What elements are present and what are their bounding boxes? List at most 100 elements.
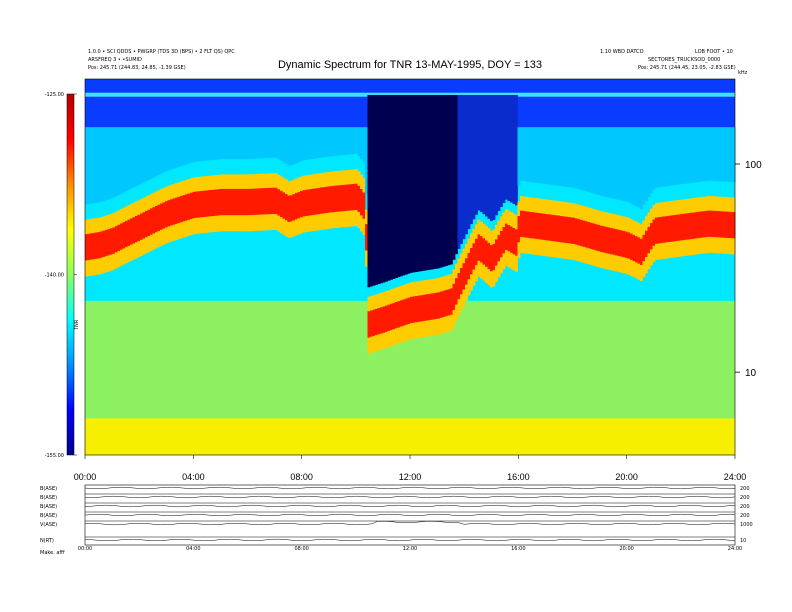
- spectrogram-cell: [215, 127, 218, 160]
- spectrogram-cell: [450, 95, 453, 265]
- spectrogram-cell: [197, 191, 201, 218]
- spectrogram-cell: [472, 243, 476, 270]
- spectrogram-cell: [107, 127, 111, 200]
- high-frequency-line: [85, 92, 735, 97]
- spectrogram-cell: [435, 292, 438, 320]
- spectrogram-cell: [332, 127, 336, 156]
- spectrogram-cell: [122, 127, 126, 193]
- spectrogram-cell: [487, 95, 491, 219]
- spectrogram-cell: [230, 188, 233, 216]
- spectrogram-cell: [720, 211, 723, 238]
- spectrogram-cell: [605, 127, 608, 197]
- spectrogram-cell: [175, 127, 178, 168]
- spectrogram-cell: [272, 127, 276, 158]
- spectrogram-cell: [567, 217, 571, 244]
- spectrogram-cell: [562, 216, 566, 243]
- spectrogram-cell: [370, 95, 373, 287]
- spectrogram-cell: [612, 228, 616, 255]
- spectrogram-cell: [312, 127, 316, 159]
- spectrogram-cell: [195, 127, 198, 162]
- spectrogram-cell: [325, 127, 328, 157]
- spectrogram-cell: [117, 127, 121, 195]
- spectrogram-cell: [315, 127, 318, 159]
- spectrogram-cell: [322, 127, 326, 158]
- spectrogram-cell: [185, 127, 188, 165]
- spectrogram-cell: [312, 188, 316, 215]
- spectrogram-cell: [127, 219, 131, 246]
- spectrogram-cell: [157, 127, 161, 175]
- spectrogram-cell: [712, 210, 716, 238]
- spectrogram-cell: [730, 127, 733, 183]
- spectrogram-cell: [145, 127, 148, 182]
- spectrogram-cell: [382, 306, 386, 333]
- spectrogram-cell: [510, 226, 513, 253]
- spectrogram-cell: [197, 127, 201, 162]
- spectrogram-cell: [542, 127, 546, 184]
- spectrogram-cell: [107, 229, 111, 256]
- lower-x-tick-label: 04:00: [186, 546, 200, 552]
- spectrogram-cell: [562, 127, 566, 187]
- spectrogram-cell: [570, 127, 573, 188]
- spectrogram-cell: [232, 127, 236, 160]
- spectrogram-cell: [602, 226, 606, 253]
- spectrogram-cell: [270, 127, 273, 158]
- spectrogram-cell: [342, 184, 346, 212]
- spectrogram-cell: [465, 95, 468, 235]
- spectrogram-cell: [575, 127, 578, 189]
- spectrogram-cell: [287, 195, 291, 222]
- header-right-line3: SECTORES_TRUCKSOD_0000: [648, 57, 720, 63]
- spectrogram-cell: [682, 213, 686, 241]
- spectrogram-cell: [210, 189, 213, 217]
- spectrogram-cell: [282, 127, 286, 163]
- spectrogram-cell: [582, 127, 586, 191]
- spectrogram-cell: [395, 95, 398, 278]
- spectrogram-cell: [292, 194, 296, 221]
- spectrogram-cell: [380, 95, 383, 284]
- spectrogram-cell: [507, 95, 511, 202]
- spectrogram-cell: [697, 211, 701, 239]
- spectrogram-cell: [182, 195, 186, 222]
- spectrogram-cell: [87, 127, 91, 204]
- spectrogram-cell: [655, 217, 658, 244]
- spectrogram-cell: [517, 127, 521, 187]
- spectrogram-cell: [617, 127, 621, 200]
- spectrogram-cell: [360, 189, 363, 216]
- spectrogram-cell: [160, 127, 163, 174]
- spectrogram-cell: [242, 127, 246, 160]
- spectrogram-cell: [712, 127, 716, 181]
- spectrogram-cell: [537, 127, 541, 184]
- spectrogram-cell: [400, 300, 403, 327]
- spectrogram-cell: [502, 95, 506, 203]
- spectrogram-cell: [205, 127, 208, 161]
- spectrogram-cell: [215, 189, 218, 216]
- spectrogram-cell: [250, 127, 253, 159]
- spectrogram-cell: [265, 188, 268, 215]
- spectrogram-cell: [570, 217, 573, 244]
- spectrogram-cell: [675, 127, 678, 185]
- lower-panel: B(ASE) 200 B(ASE) 200 B(ASE) 200 B(ASE) 200 V(AS…: [40, 484, 753, 552]
- spectrogram-cell: [367, 311, 371, 338]
- spectrogram-cell: [250, 188, 253, 216]
- spectrogram-cell: [590, 222, 593, 249]
- spectrogram-cell: [635, 127, 638, 207]
- spectrogram-cell: [162, 202, 166, 229]
- spectrogram-cell: [330, 127, 333, 157]
- spectrogram-cell: [202, 127, 206, 161]
- spectrogram-cell: [235, 188, 238, 216]
- spectrogram-cell: [177, 127, 181, 167]
- spectrogram-cell: [557, 215, 561, 242]
- spectrogram-cell: [585, 127, 588, 192]
- spectrogram-cell: [477, 95, 481, 211]
- spectrogram-cell: [640, 238, 643, 265]
- spectrogram-cell: [695, 212, 698, 239]
- spectrogram-cell: [530, 211, 533, 239]
- spectrogram-cell: [167, 127, 171, 171]
- spectrogram-cell: [567, 127, 571, 188]
- spectrogram-cell: [705, 210, 708, 238]
- spectrogram-cell: [655, 127, 658, 188]
- spectrogram-cell: [660, 216, 663, 244]
- spectrogram-cell: [427, 95, 431, 270]
- y-tick-label: 10: [745, 368, 757, 379]
- spectrogram-cell: [700, 211, 703, 238]
